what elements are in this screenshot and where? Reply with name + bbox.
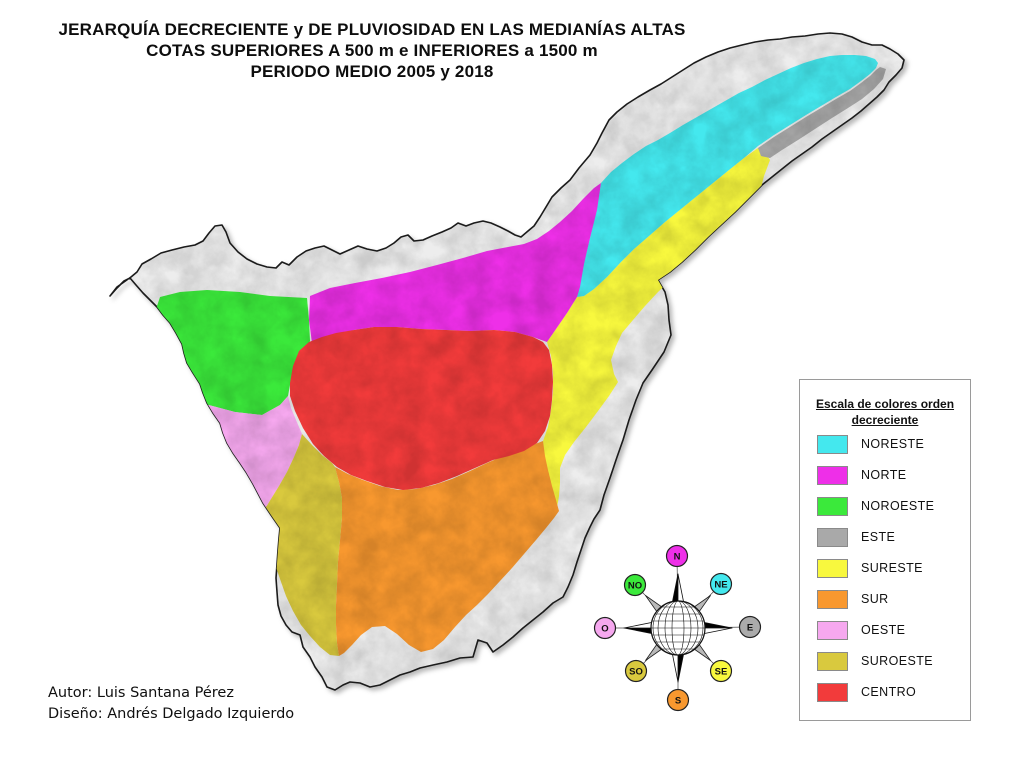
compass-badge-so: SO bbox=[624, 659, 648, 683]
legend-item-suroeste: SUROESTE bbox=[817, 652, 967, 671]
legend-box: Escala de colores orden decreciente NORE… bbox=[799, 379, 971, 721]
legend-label-este: ESTE bbox=[861, 530, 896, 544]
compass-badge-s: S bbox=[666, 688, 690, 712]
legend-swatch-suroeste bbox=[817, 652, 848, 671]
credit-author: Autor: Luis Santana Pérez bbox=[48, 685, 234, 701]
svg-text:N: N bbox=[674, 552, 681, 563]
title-line-3: PERIODO MEDIO 2005 y 2018 bbox=[250, 62, 494, 81]
title-line-1: JERARQUÍA DECRECIENTE y DE PLUVIOSIDAD E… bbox=[58, 20, 686, 39]
compass-badge-ne: NE bbox=[709, 572, 733, 596]
legend-label-noroeste: NOROESTE bbox=[861, 499, 935, 513]
page-title: JERARQUÍA DECRECIENTE y DE PLUVIOSIDAD E… bbox=[0, 19, 744, 82]
legend-swatch-este bbox=[817, 528, 848, 547]
legend-title: Escala de colores orden decreciente bbox=[800, 396, 970, 428]
legend-label-suroeste: SUROESTE bbox=[861, 654, 933, 668]
svg-text:NO: NO bbox=[628, 581, 642, 592]
legend-label-oeste: OESTE bbox=[861, 623, 906, 637]
credits: Autor: Luis Santana Pérez Diseño: Andrés… bbox=[48, 683, 294, 725]
legend-swatch-sur bbox=[817, 590, 848, 609]
svg-text:NE: NE bbox=[714, 580, 727, 591]
legend-label-sur: SUR bbox=[861, 592, 889, 606]
compass-badge-o: O bbox=[593, 616, 617, 640]
compass-badge-n: N bbox=[665, 544, 689, 568]
compass-badge-no: NO bbox=[623, 573, 647, 597]
legend-swatch-sureste bbox=[817, 559, 848, 578]
legend-item-centro: CENTRO bbox=[817, 683, 967, 702]
legend-item-noroeste: NOROESTE bbox=[817, 497, 967, 516]
legend-item-sureste: SURESTE bbox=[817, 559, 967, 578]
credit-design: Diseño: Andrés Delgado Izquierdo bbox=[48, 706, 295, 722]
legend-item-norte: NORTE bbox=[817, 466, 967, 485]
svg-text:O: O bbox=[601, 624, 608, 635]
legend-label-sureste: SURESTE bbox=[861, 561, 923, 575]
legend-item-oeste: OESTE bbox=[817, 621, 967, 640]
legend-swatch-norte bbox=[817, 466, 848, 485]
compass-badge-se: SE bbox=[709, 659, 733, 683]
compass-rose: N NE E SE S bbox=[593, 544, 762, 712]
legend-label-norte: NORTE bbox=[861, 468, 907, 482]
legend-item-noreste: NORESTE bbox=[817, 435, 967, 454]
legend-item-sur: SUR bbox=[817, 590, 967, 609]
legend-item-este: ESTE bbox=[817, 528, 967, 547]
svg-text:E: E bbox=[747, 623, 753, 634]
legend-title-line-2: decreciente bbox=[851, 413, 919, 427]
legend-swatch-centro bbox=[817, 683, 848, 702]
legend-swatch-noroeste bbox=[817, 497, 848, 516]
svg-text:SE: SE bbox=[715, 667, 728, 678]
hillshade-texture bbox=[110, 33, 904, 690]
legend-label-noreste: NORESTE bbox=[861, 437, 925, 451]
svg-text:SO: SO bbox=[629, 667, 643, 678]
compass-badge-e: E bbox=[738, 615, 762, 639]
svg-text:S: S bbox=[675, 696, 681, 707]
legend-swatch-noreste bbox=[817, 435, 848, 454]
title-line-2: COTAS SUPERIORES A 500 m e INFERIORES a … bbox=[146, 41, 598, 60]
legend-title-line-1: Escala de colores orden bbox=[815, 397, 955, 411]
globe-icon bbox=[650, 600, 706, 656]
legend-label-centro: CENTRO bbox=[861, 685, 917, 699]
legend-swatch-oeste bbox=[817, 621, 848, 640]
